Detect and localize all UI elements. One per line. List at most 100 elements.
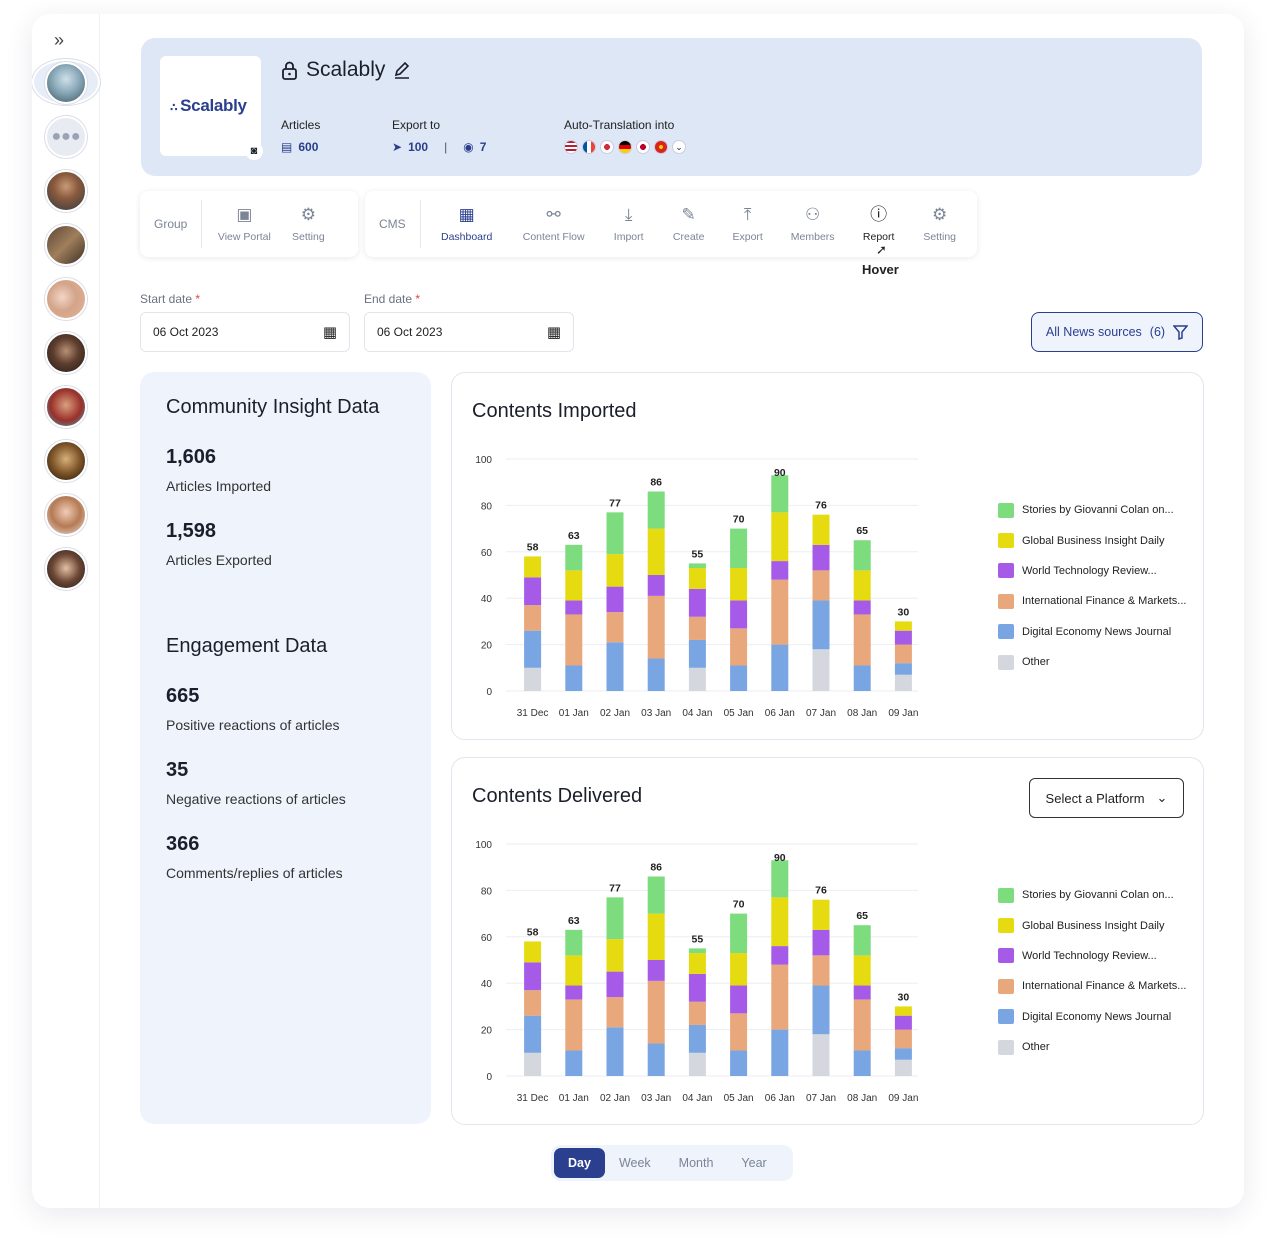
bar-segment[interactable] bbox=[606, 1027, 624, 1076]
bar-segment[interactable] bbox=[853, 570, 871, 601]
tab-export[interactable]: ⤒ Export bbox=[732, 205, 763, 243]
bar-segment[interactable] bbox=[524, 667, 542, 691]
bar-segment[interactable] bbox=[524, 630, 542, 668]
bar-segment[interactable] bbox=[730, 600, 748, 629]
period-week[interactable]: Week bbox=[618, 1156, 651, 1170]
tab-cms-setting[interactable]: ⚙ Setting bbox=[923, 205, 957, 243]
bar-segment[interactable] bbox=[853, 925, 871, 956]
bar-segment[interactable] bbox=[606, 512, 624, 555]
bar-segment[interactable] bbox=[771, 964, 789, 1030]
bar-segment[interactable] bbox=[524, 1015, 542, 1053]
bar-segment[interactable] bbox=[647, 980, 665, 1044]
bar-segment[interactable] bbox=[771, 475, 789, 513]
bar-segment[interactable] bbox=[853, 985, 871, 1000]
bar-segment[interactable] bbox=[771, 1029, 789, 1076]
legend-item[interactable]: Stories by Giovanni Colan on... bbox=[998, 880, 1198, 910]
bar-segment[interactable] bbox=[688, 568, 706, 589]
bar-segment[interactable] bbox=[688, 639, 706, 668]
bar-segment[interactable] bbox=[894, 1015, 912, 1030]
legend-item[interactable]: International Finance & Markets... bbox=[998, 586, 1198, 616]
bar-segment[interactable] bbox=[606, 586, 624, 613]
bar-segment[interactable] bbox=[812, 899, 830, 930]
bar-segment[interactable] bbox=[524, 941, 542, 963]
bar-segment[interactable] bbox=[565, 600, 583, 615]
bar-segment[interactable] bbox=[730, 628, 748, 666]
bar-segment[interactable] bbox=[730, 1050, 748, 1076]
legend-item[interactable]: Digital Economy News Journal bbox=[998, 617, 1198, 647]
camera-icon[interactable]: ◙ bbox=[245, 142, 263, 160]
bar-segment[interactable] bbox=[894, 1006, 912, 1016]
bar-segment[interactable] bbox=[771, 561, 789, 580]
bar-segment[interactable] bbox=[647, 658, 665, 691]
bar-segment[interactable] bbox=[688, 667, 706, 691]
avatar-user-1[interactable] bbox=[45, 170, 87, 212]
tab-members[interactable]: ⚇ Members bbox=[790, 205, 835, 243]
calendar-icon[interactable]: ▦ bbox=[546, 324, 561, 341]
avatar-scalably[interactable] bbox=[45, 62, 87, 104]
bar-segment[interactable] bbox=[771, 579, 789, 645]
bar-segment[interactable] bbox=[730, 985, 748, 1014]
bar-segment[interactable] bbox=[812, 929, 830, 956]
avatar-user-2[interactable] bbox=[45, 224, 87, 266]
bar-segment[interactable] bbox=[524, 605, 542, 631]
bar-segment[interactable] bbox=[565, 665, 583, 691]
avatar-user-5[interactable] bbox=[45, 386, 87, 428]
group-logo[interactable]: ∴ Scalably ◙ bbox=[160, 56, 263, 160]
tab-view-portal[interactable]: ▣ View Portal bbox=[217, 205, 271, 243]
bar-segment[interactable] bbox=[894, 1029, 912, 1049]
tab-content-flow[interactable]: ⚯ Content Flow bbox=[522, 205, 585, 243]
bar-segment[interactable] bbox=[565, 929, 583, 956]
start-date-input[interactable]: 06 Oct 2023 ▦ bbox=[140, 312, 350, 352]
bar-segment[interactable] bbox=[606, 997, 624, 1028]
legend-item[interactable]: International Finance & Markets... bbox=[998, 971, 1198, 1001]
bar-segment[interactable] bbox=[771, 897, 789, 947]
period-year[interactable]: Year bbox=[741, 1156, 767, 1170]
bar-segment[interactable] bbox=[565, 1050, 583, 1076]
bar-segment[interactable] bbox=[853, 540, 871, 571]
bar-segment[interactable] bbox=[524, 990, 542, 1016]
bar-segment[interactable] bbox=[812, 514, 830, 545]
bar-segment[interactable] bbox=[688, 588, 706, 617]
bar-segment[interactable] bbox=[606, 939, 624, 972]
bar-segment[interactable] bbox=[730, 568, 748, 601]
legend-item[interactable]: Global Business Insight Daily bbox=[998, 910, 1198, 940]
bar-segment[interactable] bbox=[894, 1048, 912, 1060]
bar-segment[interactable] bbox=[565, 544, 583, 571]
bar-segment[interactable] bbox=[730, 953, 748, 986]
tab-group-setting[interactable]: ⚙ Setting bbox=[292, 205, 325, 243]
period-day[interactable]: Day bbox=[554, 1148, 605, 1178]
bar-segment[interactable] bbox=[771, 512, 789, 562]
bar-segment[interactable] bbox=[730, 528, 748, 569]
bar-segment[interactable] bbox=[565, 999, 583, 1051]
avatar-user-7[interactable] bbox=[45, 494, 87, 536]
avatar-group-icon[interactable]: ●●● bbox=[45, 116, 87, 158]
bar-segment[interactable] bbox=[688, 1052, 706, 1076]
avatar-user-8[interactable] bbox=[45, 548, 87, 590]
bar-segment[interactable] bbox=[647, 913, 665, 960]
period-month[interactable]: Month bbox=[678, 1156, 714, 1170]
bar-segment[interactable] bbox=[647, 876, 665, 914]
legend-item[interactable]: World Technology Review... bbox=[998, 941, 1198, 971]
avatar-user-4[interactable] bbox=[45, 332, 87, 374]
bar-segment[interactable] bbox=[853, 614, 871, 666]
bar-segment[interactable] bbox=[730, 665, 748, 691]
legend-item[interactable]: Stories by Giovanni Colan on... bbox=[998, 495, 1198, 525]
bar-segment[interactable] bbox=[606, 971, 624, 998]
bar-segment[interactable] bbox=[647, 1043, 665, 1076]
bar-segment[interactable] bbox=[647, 575, 665, 596]
bar-segment[interactable] bbox=[812, 544, 830, 571]
bar-segment[interactable] bbox=[853, 600, 871, 615]
expand-sidebar-icon[interactable]: » bbox=[54, 30, 65, 50]
bar-segment[interactable] bbox=[730, 1013, 748, 1051]
news-sources-filter-button[interactable]: All News sources (6) bbox=[1031, 312, 1203, 352]
bar-segment[interactable] bbox=[606, 642, 624, 691]
legend-item[interactable]: Other bbox=[998, 647, 1198, 677]
tab-report[interactable]: ⓘ Report bbox=[862, 205, 895, 243]
tab-dashboard[interactable]: ▦ Dashboard bbox=[440, 205, 493, 243]
end-date-input[interactable]: 06 Oct 2023 ▦ bbox=[364, 312, 574, 352]
bar-segment[interactable] bbox=[647, 491, 665, 529]
bar-segment[interactable] bbox=[853, 1050, 871, 1076]
tab-import[interactable]: ⤓ Import bbox=[613, 205, 644, 243]
bar-segment[interactable] bbox=[524, 577, 542, 606]
bar-segment[interactable] bbox=[606, 897, 624, 940]
